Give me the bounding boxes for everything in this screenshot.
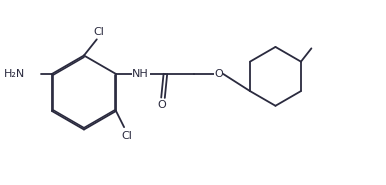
Text: Cl: Cl xyxy=(94,27,105,37)
Text: Cl: Cl xyxy=(121,131,132,141)
Text: H₂N: H₂N xyxy=(3,69,25,79)
Text: NH: NH xyxy=(132,69,149,79)
Text: O: O xyxy=(214,69,223,79)
Text: O: O xyxy=(157,100,166,110)
